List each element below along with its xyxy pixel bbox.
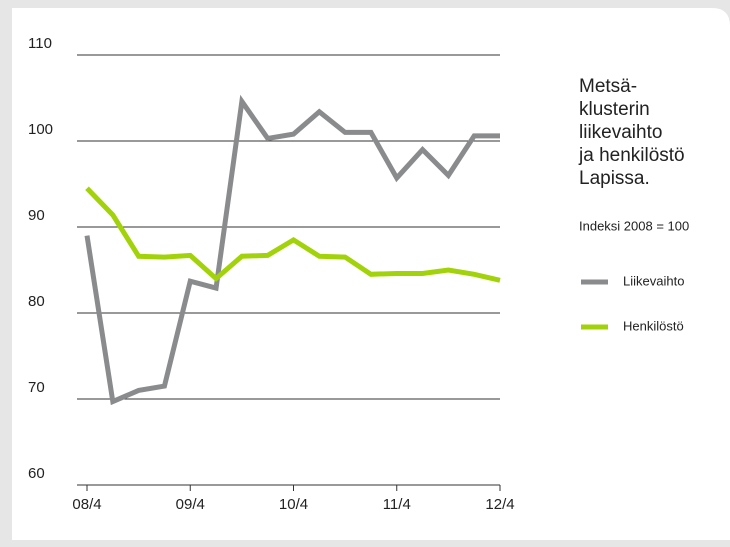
x-tick-label: 10/4: [279, 496, 308, 513]
y-tick-label: 90: [28, 207, 45, 224]
line-series: [85, 186, 501, 283]
chart-title: Metsä-: [579, 76, 637, 97]
y-tick-label: 80: [28, 293, 45, 310]
chart-title: liikevaihto: [579, 122, 662, 143]
y-tick-label: 100: [28, 121, 53, 138]
chart-subtitle: Indeksi 2008 = 100: [579, 218, 689, 233]
x-tick-label: 08/4: [72, 496, 101, 513]
chart-title: klusterin: [579, 99, 650, 120]
y-tick-label: 60: [28, 465, 45, 482]
x-tick-label: 11/4: [383, 496, 411, 513]
y-tick-label: 110: [28, 35, 52, 52]
chart-title: ja henkilöstö: [578, 145, 685, 166]
legend-label: Liikevaihto: [623, 273, 684, 288]
y-tick-label: 70: [28, 379, 45, 396]
chart-title: Lapissa.: [579, 168, 650, 189]
x-tick-label: 09/4: [176, 496, 205, 513]
legend-label: Henkilöstö: [623, 318, 684, 333]
line-series: [84, 94, 500, 406]
x-tick-label: 12/4: [485, 496, 514, 513]
